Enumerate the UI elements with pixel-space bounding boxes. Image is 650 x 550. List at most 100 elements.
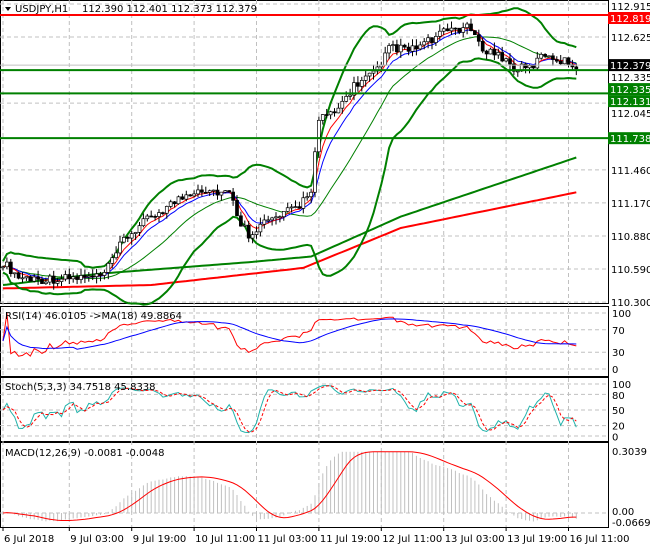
stoch-tick-label: 20 (612, 422, 625, 433)
candle (71, 276, 76, 280)
candle (106, 263, 111, 273)
candle (297, 206, 302, 209)
candle (285, 207, 290, 212)
candle (434, 35, 438, 43)
bollinger-lower (2, 57, 577, 306)
candle (558, 60, 563, 65)
candle (164, 206, 169, 214)
candle (426, 37, 430, 43)
candle (441, 28, 446, 32)
candle (352, 82, 356, 96)
candle (504, 58, 508, 62)
candle (336, 107, 341, 114)
candle (133, 232, 138, 234)
candle (215, 189, 220, 196)
candle (94, 273, 99, 277)
price-tick-label: 110.880 (611, 232, 650, 243)
candle (231, 191, 235, 201)
candle (348, 94, 352, 97)
macd-panel (0, 442, 609, 528)
candle (157, 212, 161, 217)
price-tick-label: 110.300 (611, 298, 650, 309)
candle (543, 53, 547, 57)
candle (508, 58, 512, 65)
time-tick-label: 12 Jul 11:00 (382, 534, 442, 545)
candle (168, 201, 173, 207)
candle (547, 55, 551, 58)
candle (344, 96, 349, 102)
candle (196, 189, 200, 195)
current-price-label: 112.379 (610, 61, 650, 72)
candle (320, 114, 325, 121)
candle (67, 274, 72, 280)
candle (20, 277, 25, 280)
level-tag (608, 95, 650, 108)
candle (36, 276, 40, 280)
candle (122, 237, 126, 243)
ma-slow-line (2, 191, 577, 290)
candle (28, 276, 33, 282)
candle (293, 206, 298, 208)
candle (188, 194, 193, 197)
rsi-title: RSI(14) 46.0105 ->MA(18) 49.8864 (5, 311, 182, 322)
rsi-tick-label: 100 (612, 309, 631, 320)
symbol-label: USDJPY,H1 (15, 4, 68, 15)
candle (250, 234, 255, 239)
candle (223, 190, 228, 193)
candle (457, 27, 462, 33)
candle (406, 46, 411, 52)
price-tick-label: 111.460 (611, 166, 650, 177)
price-tick-label: 112.335 (611, 73, 650, 84)
price-panel (0, 0, 609, 304)
rsi-panel (0, 306, 609, 377)
candle (86, 275, 91, 278)
level-tag-label: 112.819 (610, 14, 650, 25)
current-price-tag (608, 59, 650, 72)
bollinger-middle (2, 36, 577, 280)
candle (5, 261, 9, 268)
candle (258, 223, 263, 233)
candle (137, 225, 142, 233)
candle (235, 199, 239, 217)
candle (145, 215, 150, 220)
candle (211, 189, 216, 192)
candle (535, 57, 540, 69)
candle (161, 212, 165, 214)
candle (469, 23, 473, 31)
candle (309, 191, 313, 198)
ma-mid-line (2, 156, 577, 286)
candle (359, 80, 364, 87)
price-tick-label: 112.625 (611, 33, 650, 44)
candle (270, 217, 274, 221)
time-tick-label: 16 Jul 11:00 (570, 534, 630, 545)
stoch-tick-label: 50 (612, 406, 625, 417)
candle (172, 201, 177, 205)
candle (98, 273, 103, 276)
candle (480, 40, 485, 52)
candle (114, 252, 118, 259)
candle (574, 66, 579, 70)
candle (437, 30, 442, 37)
candle (55, 281, 60, 284)
level-tag (608, 132, 650, 145)
candle (496, 52, 501, 56)
stoch-tick-label: 0 (612, 433, 618, 444)
candle (395, 44, 399, 53)
candle (281, 211, 286, 218)
time-tick-label: 9 Jul 03:00 (70, 534, 124, 545)
candle (262, 219, 267, 225)
candle (102, 272, 107, 276)
time-tick-label: 11 Jul 19:00 (320, 534, 380, 545)
time-tick-label: 6 Jul 2018 (4, 534, 54, 545)
rsi-line (2, 312, 577, 357)
candle (110, 257, 115, 264)
stoch-title: Stoch(5,3,3) 34.7518 45.8338 (5, 382, 156, 393)
candle (239, 215, 243, 227)
dropdown-triangle-icon (5, 7, 11, 11)
candle (51, 275, 56, 284)
candle (371, 70, 376, 74)
candle (153, 215, 157, 218)
price-tick-label: 112.915 (611, 2, 650, 13)
